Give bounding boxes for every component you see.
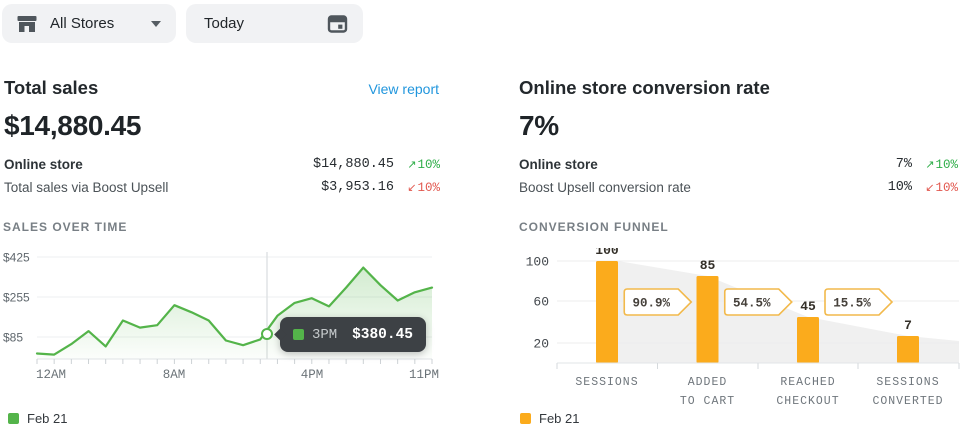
view-report-link[interactable]: View report	[368, 81, 439, 97]
svg-text:85: 85	[700, 258, 716, 273]
conversion-rate-title: Online store conversion rate	[519, 77, 770, 98]
svg-text:CHECKOUT: CHECKOUT	[776, 395, 839, 408]
store-selector-button[interactable]: All Stores	[2, 4, 176, 43]
legend-label: Feb 21	[27, 411, 68, 426]
chart-tooltip: 3PM $380.45	[280, 317, 426, 352]
svg-text:90.9%: 90.9%	[632, 297, 670, 311]
total-sales-title: Total sales	[4, 77, 99, 98]
trend-up-icon: ↗	[925, 158, 935, 171]
funnel-legend: Feb 21	[520, 411, 579, 426]
metric-value: $3,953.16	[321, 180, 394, 195]
total-sales-value: $14,880.45	[4, 110, 142, 141]
legend-swatch-green	[8, 413, 19, 424]
legend-swatch-orange	[520, 413, 531, 424]
trend-down-icon: ↙	[925, 181, 935, 194]
svg-text:CONVERTED: CONVERTED	[872, 395, 943, 408]
svg-text:100: 100	[526, 255, 549, 270]
trend-down-icon: ↙	[407, 181, 417, 194]
svg-text:60: 60	[533, 295, 549, 310]
metric-label: Boost Upsell conversion rate	[519, 180, 691, 195]
metric-value: $14,880.45	[312, 157, 394, 172]
svg-text:SESSIONS: SESSIONS	[575, 376, 638, 389]
svg-text:4PM: 4PM	[301, 368, 324, 382]
svg-text:ADDED: ADDED	[688, 376, 728, 389]
metric-label: Online store	[519, 157, 598, 172]
metric-delta: ↗ 10%	[925, 157, 958, 172]
svg-text:8AM: 8AM	[163, 368, 186, 382]
svg-text:7: 7	[904, 318, 912, 333]
conversion-funnel-caption: CONVERSION FUNNEL	[519, 220, 669, 234]
svg-text:12AM: 12AM	[36, 368, 66, 382]
svg-text:20: 20	[533, 337, 549, 352]
metric-row-online-store-rate: Online store 7% ↗ 10%	[519, 153, 958, 176]
metric-row-boost-upsell-rate: Boost Upsell conversion rate 10% ↙ 10%	[519, 176, 958, 199]
date-selector-label: Today	[204, 15, 245, 32]
metric-delta: ↙ 10%	[925, 180, 958, 195]
date-selector-button[interactable]: Today	[186, 4, 363, 43]
conversion-rate-value: 7%	[519, 110, 559, 141]
svg-text:15.5%: 15.5%	[833, 297, 871, 311]
sales-over-time-caption: SALES OVER TIME	[3, 220, 128, 234]
store-selector-label: All Stores	[50, 15, 115, 32]
storefront-icon	[17, 15, 37, 32]
conversion-funnel-chart[interactable]: 100 60 20 100 85 45 7 90.9% 54.5% 15.5% SESSIONS AD…	[519, 248, 960, 408]
svg-text:100: 100	[595, 248, 619, 258]
metric-label: Online store	[4, 157, 83, 172]
conversion-breakdown: Online store 7% ↗ 10% Boost Upsell conver…	[519, 153, 958, 199]
metric-delta: ↙ 10%	[407, 180, 440, 195]
metric-label: Total sales via Boost Upsell	[4, 180, 169, 195]
trend-up-icon: ↗	[407, 158, 417, 171]
metric-value: 10%	[887, 180, 912, 195]
metric-value: 7%	[895, 157, 912, 172]
chart-point-marker[interactable]	[261, 328, 273, 340]
svg-text:11PM: 11PM	[409, 368, 439, 382]
tooltip-label: 3PM	[312, 326, 338, 343]
svg-text:$85: $85	[3, 331, 23, 345]
svg-text:45: 45	[800, 299, 816, 314]
chevron-down-icon	[151, 20, 161, 27]
svg-text:$425: $425	[3, 251, 30, 265]
svg-text:54.5%: 54.5%	[733, 297, 771, 311]
svg-text:$255: $255	[3, 291, 30, 305]
sales-legend: Feb 21	[8, 411, 67, 426]
calendar-icon	[327, 15, 348, 33]
svg-text:SESSIONS: SESSIONS	[876, 376, 939, 389]
tooltip-series-swatch	[293, 329, 304, 340]
legend-label: Feb 21	[539, 411, 580, 426]
metric-row-online-store: Online store $14,880.45 ↗ 10%	[4, 153, 440, 176]
svg-text:REACHED: REACHED	[780, 376, 835, 389]
total-sales-breakdown: Online store $14,880.45 ↗ 10% Total sales…	[4, 153, 440, 199]
metric-delta: ↗ 10%	[407, 157, 440, 172]
svg-text:TO CART: TO CART	[680, 395, 735, 408]
metric-row-boost-upsell: Total sales via Boost Upsell $3,953.16 ↙…	[4, 176, 440, 199]
tooltip-value: $380.45	[352, 326, 413, 343]
